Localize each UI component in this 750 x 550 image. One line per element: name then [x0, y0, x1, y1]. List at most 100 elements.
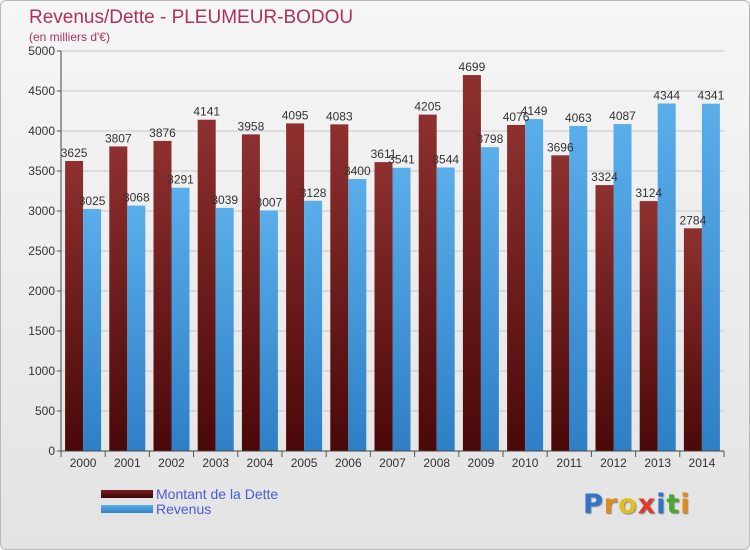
logo-letter: i [656, 489, 667, 520]
bar-dette [683, 228, 702, 451]
chart-title: Revenus/Dette - PLEUMEUR-BODOU [29, 7, 354, 28]
bar-revenus [392, 167, 411, 451]
bar-revenus [259, 210, 278, 451]
bars [65, 75, 720, 452]
logo-letter: o [618, 489, 638, 520]
x-tick-label: 2002 [158, 456, 185, 470]
bar-revenus [127, 205, 146, 451]
bar-dette [330, 124, 349, 452]
data-label-dette: 3807 [105, 131, 132, 145]
data-label-dette: 4205 [414, 100, 441, 114]
logo-letter: t [666, 489, 681, 520]
data-label-revenus: 4063 [565, 111, 592, 125]
data-label-revenus: 4341 [698, 89, 725, 103]
bar-dette [65, 161, 84, 451]
legend-label-dette: Montant de la Dette [156, 486, 279, 502]
data-label-dette: 3611 [371, 147, 397, 161]
data-label-revenus: 4344 [653, 88, 680, 102]
chart-subtitle: (en milliers d'€) [29, 30, 110, 44]
y-tick-label: 1500 [28, 324, 55, 338]
proxiti-logo: Proxiti [583, 489, 691, 520]
bar-dette [241, 134, 260, 452]
x-tick-label: 2013 [644, 456, 671, 470]
logo-letter: r [603, 489, 619, 520]
bar-dette [374, 162, 393, 451]
bar-dette [551, 155, 570, 451]
x-tick-label: 2011 [556, 456, 582, 470]
x-tick-label: 2001 [114, 456, 141, 470]
x-tick-label: 2005 [291, 456, 318, 470]
bar-revenus [480, 147, 499, 451]
x-tick-label: 2008 [423, 456, 450, 470]
logo-letter: x [637, 489, 657, 520]
bar-dette [639, 201, 658, 451]
data-label-revenus: 3025 [79, 194, 106, 208]
data-label-dette: 4083 [326, 109, 353, 123]
bar-dette [462, 75, 481, 451]
data-label-revenus: 3007 [256, 195, 283, 209]
bar-revenus [215, 207, 234, 451]
bar-dette [595, 185, 614, 451]
data-label-revenus: 3544 [432, 152, 459, 166]
y-tick-label: 5000 [28, 44, 55, 58]
legend-label-revenus: Revenus [156, 501, 212, 517]
y-tick-label: 2500 [28, 244, 55, 258]
bar-revenus [613, 124, 632, 451]
x-tick-label: 2012 [600, 456, 627, 470]
data-label-dette: 4699 [459, 60, 486, 74]
data-label-dette: 2784 [680, 213, 707, 227]
y-tick-label: 4000 [28, 124, 55, 138]
bar-revenus [83, 209, 102, 451]
data-label-revenus: 4149 [521, 104, 548, 118]
data-label-revenus: 3068 [123, 191, 150, 205]
bar-dette [418, 114, 437, 451]
data-label-revenus: 3400 [344, 164, 371, 178]
data-label-revenus: 3291 [167, 173, 194, 187]
y-tick-label: 3000 [28, 204, 55, 218]
bar-dette [153, 140, 172, 452]
data-label-dette: 4095 [282, 108, 309, 122]
data-label-revenus: 3039 [211, 193, 238, 207]
data-label-revenus: 3798 [477, 132, 504, 146]
x-tick-label: 2004 [247, 456, 274, 470]
bar-revenus [701, 103, 720, 451]
data-label-dette: 3696 [547, 140, 574, 154]
data-label-dette: 3324 [591, 170, 618, 184]
bar-revenus [436, 167, 455, 452]
data-label-dette: 3625 [61, 146, 88, 160]
x-tick-label: 2003 [202, 456, 229, 470]
data-label-dette: 3124 [635, 186, 662, 200]
x-tick-label: 2006 [335, 456, 362, 470]
y-tick-label: 3500 [28, 164, 55, 178]
y-tick-label: 1000 [28, 364, 55, 378]
data-label-dette: 4076 [503, 110, 530, 124]
data-label-revenus: 3541 [388, 153, 415, 167]
y-tick-label: 500 [35, 404, 55, 418]
axes: 0 500 1000 1500 2000 2500 3000 3500 4000 4500 5000… [28, 44, 725, 470]
bar-dette [109, 146, 128, 451]
data-label-revenus: 4087 [609, 109, 636, 123]
data-label-revenus: 3128 [300, 186, 327, 200]
bar-dette [286, 123, 305, 452]
x-tick-label: 2010 [512, 456, 539, 470]
data-label-dette: 3958 [238, 119, 265, 133]
bar-revenus [348, 179, 367, 451]
bar-dette [507, 124, 526, 452]
bar-dette [197, 119, 216, 451]
bar-revenus [525, 119, 544, 451]
logo-letter: i [680, 489, 691, 520]
bar-revenus [304, 200, 323, 451]
x-tick-label: 2000 [70, 456, 97, 470]
data-label-dette: 4141 [193, 105, 220, 119]
x-tick-label: 2014 [689, 456, 716, 470]
data-label-dette: 3876 [149, 126, 176, 140]
bar-revenus [657, 103, 676, 451]
x-tick-label: 2009 [468, 456, 495, 470]
legend-swatch-dette [101, 490, 153, 498]
data-labels: 3625 3025 3807 3068 3876 3291 4141 3039 3958 3007… [61, 60, 725, 227]
bar-revenus [171, 187, 190, 451]
legend-swatch-revenus [101, 505, 153, 513]
logo-letter: P [583, 489, 604, 520]
